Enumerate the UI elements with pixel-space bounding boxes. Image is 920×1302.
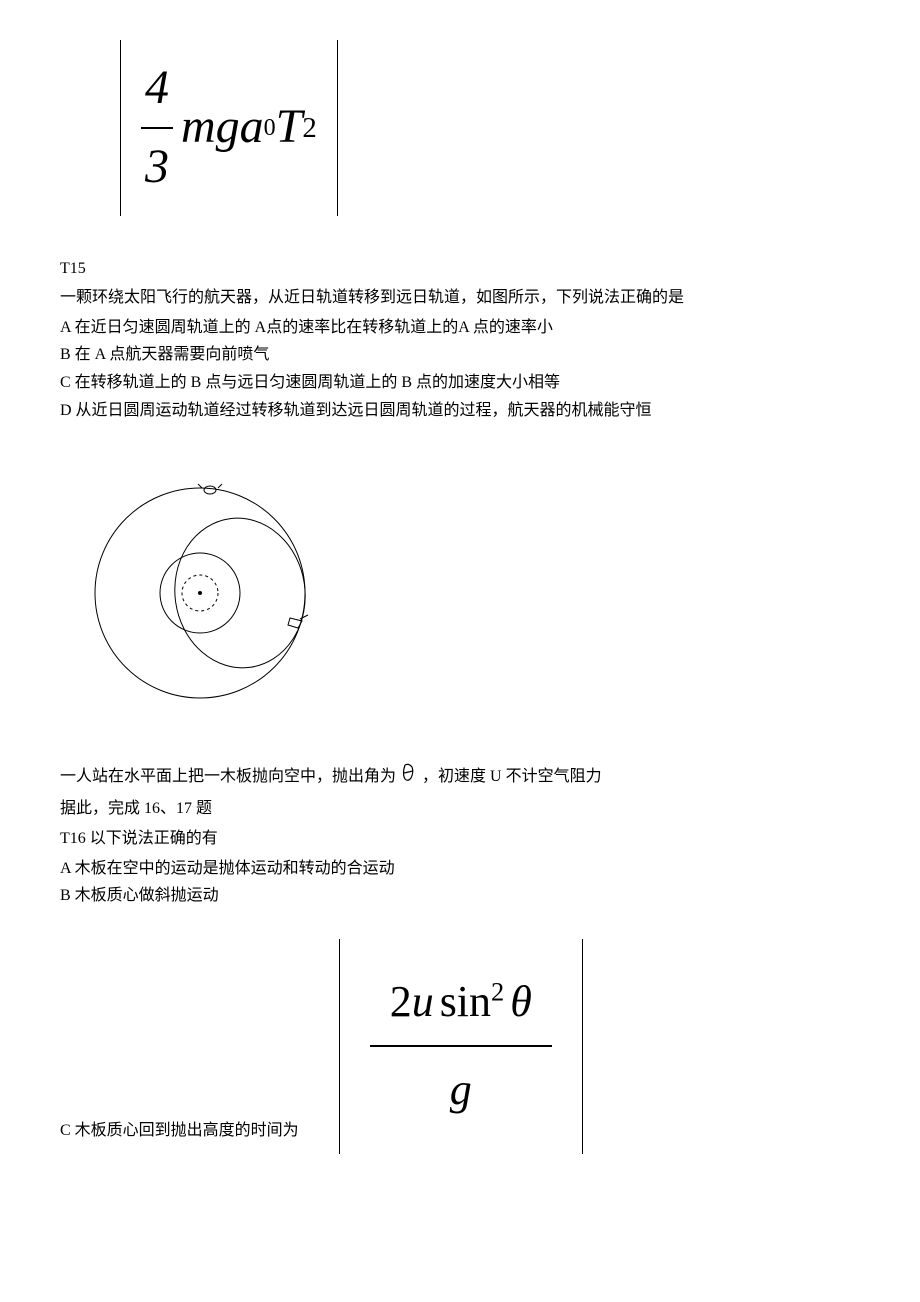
f2-u: u — [412, 977, 434, 1026]
formula-1: 4 3 m g a 0 T 2 — [141, 50, 317, 206]
frac-den: 3 — [141, 129, 173, 206]
f2-g: g — [450, 1065, 472, 1114]
sub-0: 0 — [264, 109, 276, 147]
t16-opt-a: A 木板在空中的运动是抛体运动和转动的合运动 — [60, 856, 860, 882]
t16-opt-c: C 木板质心回到抛出高度的时间为 — [60, 1118, 299, 1154]
t16-intro-post: ，初速度 U 不计空气阻力 — [422, 768, 602, 785]
f2-sup: 2 — [491, 976, 504, 1006]
t16-intro: 一人站在水平面上把一木板抛向空中，抛出角为 ，初速度 U 不计空气阻力 — [60, 762, 860, 793]
var-a: a — [240, 89, 264, 166]
f2-theta: θ — [510, 977, 532, 1026]
t16-intro-pre: 一人站在水平面上把一木板抛向空中，抛出角为 — [60, 768, 400, 785]
t15-question: 一颗环绕太阳飞行的航天器，从近日轨道转移到远日轨道，如图所示，下列说法正确的是 — [60, 285, 860, 311]
formula-2-num: 2usin2θ — [370, 959, 552, 1047]
formula-box-2: 2usin2θ g — [339, 939, 583, 1154]
formula-box-1: 4 3 m g a 0 T 2 — [120, 40, 338, 216]
t16-cont: 据此，完成 16、17 题 — [60, 796, 860, 822]
var-T: T — [276, 89, 303, 166]
formula-2: 2usin2θ g — [370, 959, 552, 1134]
sun-center — [198, 591, 202, 595]
spacecraft-top-icon — [198, 484, 222, 494]
f2-sin: sin — [440, 977, 491, 1026]
orbit-svg — [60, 443, 340, 723]
t15-opt-d: D 从近日圆周运动轨道经过转移轨道到达远日圆周轨道的过程，航天器的机械能守恒 — [60, 398, 860, 424]
spacecraft-a-icon — [288, 615, 308, 628]
var-m: m — [181, 89, 216, 166]
t15-label: T15 — [60, 256, 860, 282]
frac-num: 4 — [141, 50, 173, 129]
fraction-4-3: 4 3 — [141, 50, 173, 206]
formula-2-den: g — [430, 1047, 492, 1133]
sup-2: 2 — [302, 105, 316, 151]
t15-opt-b: B 在 A 点航天器需要向前喷气 — [60, 342, 860, 368]
t15-opt-c: C 在转移轨道上的 B 点与远日匀速圆周轨道上的 B 点的加速度大小相等 — [60, 370, 860, 396]
var-g: g — [216, 89, 240, 166]
t16-label: T16 以下说法正确的有 — [60, 826, 860, 852]
f2-2: 2 — [390, 977, 412, 1026]
orbit-diagram — [60, 443, 860, 732]
t16-opt-c-wrap: C 木板质心回到抛出高度的时间为 2usin2θ g — [60, 939, 860, 1154]
question-t16: 一人站在水平面上把一木板抛向空中，抛出角为 ，初速度 U 不计空气阻力 据此，完… — [60, 762, 860, 909]
t15-opt-a: A 在近日匀速圆周轨道上的 A点的速率比在转移轨道上的A 点的速率小 — [60, 315, 860, 341]
t16-opt-b: B 木板质心做斜抛运动 — [60, 883, 860, 909]
theta-icon — [400, 762, 418, 793]
question-t15: T15 一颗环绕太阳飞行的航天器，从近日轨道转移到远日轨道，如图所示，下列说法正… — [60, 256, 860, 424]
